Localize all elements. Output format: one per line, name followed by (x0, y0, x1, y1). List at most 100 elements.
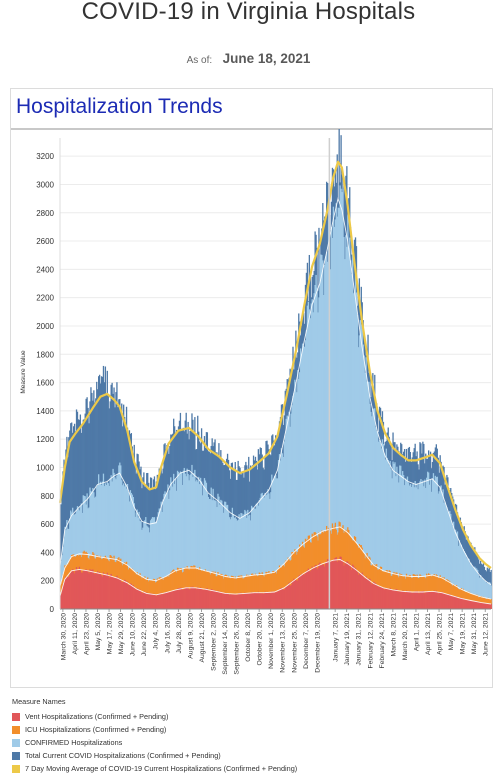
x-tick-label: August 9, 2020 (187, 613, 194, 659)
legend-item[interactable]: ICU Hospitalizations (Confirmed + Pendin… (12, 723, 297, 736)
vent-bar (329, 561, 332, 609)
vent-bar (449, 594, 451, 609)
vent-bar (151, 593, 154, 609)
icu-bar (279, 567, 282, 609)
confirmed-bar (337, 207, 339, 609)
icu-bar (297, 551, 299, 609)
confirmed-bar (325, 256, 327, 609)
vent-bar (183, 588, 185, 609)
confirmed-bar (201, 495, 204, 609)
vent-bar (275, 592, 278, 609)
vent-bar (178, 587, 181, 609)
confirmed-bar (126, 484, 129, 609)
vent-bar (319, 562, 321, 609)
vent-bar (407, 591, 410, 609)
vent-bar (206, 588, 209, 609)
vent-bar (191, 586, 193, 609)
vent-bar (199, 587, 202, 609)
vent-bar (440, 592, 442, 609)
x-tick-label: April 13, 2021 (425, 613, 432, 655)
vent-bar (384, 588, 386, 609)
x-tick-label: October 20, 2020 (257, 613, 264, 666)
confirmed-bar (106, 482, 108, 609)
vent-bar (472, 601, 474, 609)
vent-bar (214, 590, 216, 609)
legend-item[interactable]: Vent Hospitalizations (Confirmed + Pendi… (12, 710, 297, 723)
vent-bar (241, 593, 243, 609)
legend-item[interactable]: 7 Day Moving Average of COVID-19 Current… (12, 762, 297, 775)
vent-bar (399, 590, 401, 609)
vent-outline (59, 559, 492, 605)
vent-bar (247, 593, 249, 609)
confirmed-bar (143, 521, 145, 609)
x-tick-label: May 31, 2021 (471, 613, 478, 654)
confirmed-bar (423, 486, 425, 609)
confirmed-bar (336, 216, 338, 609)
confirmed-bar (330, 226, 333, 610)
vent-bar (278, 589, 281, 609)
confirmed-bar (444, 501, 446, 609)
confirmed-bar (356, 314, 359, 609)
confirmed-bar (169, 490, 171, 609)
icu-bar (267, 573, 269, 609)
confirmed-bar (390, 469, 392, 609)
vent-bar (121, 582, 123, 609)
confirmed-bar (88, 507, 90, 609)
confirmed-bar (342, 188, 344, 610)
vent-bar (433, 590, 436, 609)
confirmed-bar (216, 507, 218, 609)
vent-bar (457, 598, 460, 609)
icu-bar (222, 575, 224, 609)
y-tick-label: 3200 (36, 152, 54, 161)
vent-bar (326, 561, 328, 609)
legend-swatch (12, 764, 20, 773)
confirmed-bar (101, 481, 104, 609)
confirmed-bar (142, 527, 144, 609)
icu-bar (290, 559, 292, 609)
confirmed-bar (180, 472, 183, 609)
icu-bar (202, 570, 205, 609)
confirmed-bar (263, 497, 265, 609)
icu-bar (262, 575, 264, 609)
confirmed-bar (375, 427, 377, 609)
confirmed-bar (454, 529, 457, 609)
vent-bar (100, 575, 103, 609)
vent-bar (224, 593, 227, 609)
icu-bar (261, 572, 263, 609)
vent-bar (443, 593, 445, 609)
confirmed-bar (300, 353, 303, 609)
vent-bar (424, 593, 426, 609)
legend-item[interactable]: CONFIRMED Hospitalizations (12, 736, 297, 749)
confirmed-bar (431, 478, 434, 609)
vent-bar (87, 570, 89, 609)
vent-bar (435, 590, 437, 609)
confirmed-bar (427, 472, 430, 609)
y-tick-label: 2200 (36, 294, 54, 303)
confirmed-bar (174, 483, 176, 609)
icu-bar (173, 569, 175, 609)
icu-bar (253, 574, 256, 609)
confirmed-bar (472, 566, 474, 609)
vent-bar (451, 596, 453, 609)
vent-bar (386, 588, 388, 609)
vent-bar (364, 578, 366, 609)
icu-bar (274, 572, 276, 609)
vent-bar (458, 597, 461, 609)
confirmed-bar (332, 206, 335, 609)
vent-bar (68, 577, 70, 609)
vent-bar (103, 574, 106, 609)
vent-bar (181, 589, 184, 609)
vent-bar (252, 593, 255, 609)
icu-bar (255, 574, 258, 609)
vent-bar (463, 599, 465, 609)
legend-item[interactable]: Total Current COVID Hospitalizations (Co… (12, 749, 297, 762)
vent-bar (397, 591, 399, 609)
confirmed-bar (218, 496, 220, 609)
vent-bar (188, 589, 190, 609)
confirmed-bar (452, 525, 454, 609)
vent-bar (437, 593, 439, 609)
confirmed-bar (113, 472, 115, 609)
y-tick-label: 400 (41, 548, 55, 557)
confirmed-bar (100, 485, 103, 609)
